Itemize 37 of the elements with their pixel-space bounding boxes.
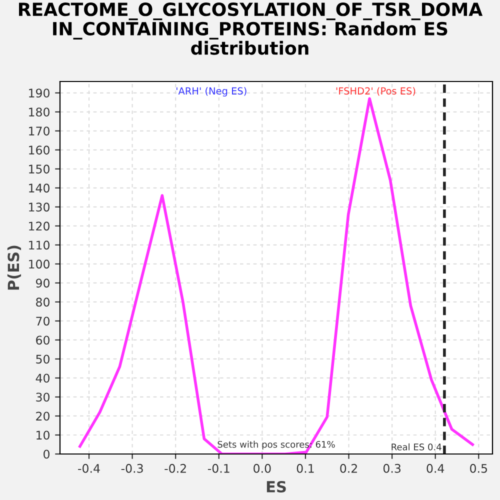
ref-line-label: Real ES 0.4 xyxy=(392,443,442,450)
annotation: 'ARH' (Neg ES) xyxy=(176,87,246,96)
y-tick-label: 100 xyxy=(29,260,50,269)
y-tick-label: 40 xyxy=(36,374,50,383)
chart-title: REACTOME_O_GLYCOSYLATION_OF_TSR_DOMA IN_CONTAINING_PROTEINS: Random ES distribution xyxy=(19,2,483,55)
y-tick-label: 30 xyxy=(36,392,50,402)
y-tick-label: 80 xyxy=(36,298,50,307)
x-axis-title: ES xyxy=(266,480,286,493)
y-tick-label: 160 xyxy=(29,146,50,155)
y-tick-label: 0 xyxy=(44,450,50,459)
line-series xyxy=(78,97,474,454)
y-tick-label: 70 xyxy=(36,316,50,326)
x-tick-label: -0.4 xyxy=(78,464,100,473)
y-tick-label: 10 xyxy=(36,430,50,440)
y-tick-label: 120 xyxy=(29,222,50,231)
y-tick-label: 190 xyxy=(29,88,50,98)
y-tick-label: 150 xyxy=(29,164,50,174)
x-tick-label: -0.2 xyxy=(164,464,186,473)
x-tick-label: 0.4 xyxy=(426,464,444,473)
y-tick-label: 60 xyxy=(36,336,50,345)
annotation: 'FSHD2' (Pos ES) xyxy=(336,87,416,96)
y-tick-label: 110 xyxy=(29,240,50,250)
y-tick-label: 180 xyxy=(29,108,50,117)
y-tick-label: 130 xyxy=(29,202,50,212)
x-tick-label: 0.2 xyxy=(340,464,357,473)
y-tick-label: 140 xyxy=(29,184,50,193)
x-tick-label: 0.1 xyxy=(296,464,314,473)
x-tick-label: 0.3 xyxy=(383,464,400,473)
x-tick-label: -0.3 xyxy=(121,464,143,473)
x-tick-label: 0.5 xyxy=(470,464,488,473)
y-tick-label: 20 xyxy=(36,412,50,421)
y-tick-label: 50 xyxy=(36,354,50,364)
y-tick-label: 170 xyxy=(29,126,50,136)
y-tick-label: 90 xyxy=(36,278,50,288)
y-axis-title: P(ES) xyxy=(7,246,22,290)
x-tick-label: -0.1 xyxy=(208,464,230,473)
x-tick-label: 0.0 xyxy=(254,464,271,473)
